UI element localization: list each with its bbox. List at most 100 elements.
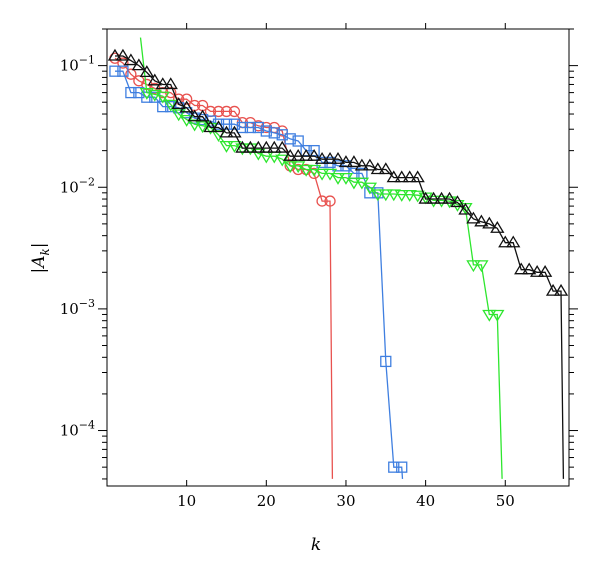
series-2 [109,65,408,479]
data-point [125,86,137,99]
tick-labels: 10 20 30 40 50 10−1 10−2 10−3 10−4 [60,54,515,510]
data-point [490,309,505,322]
data-point [388,461,400,473]
data-point [283,148,298,161]
data-point [163,77,178,90]
data-point [259,140,274,153]
data-point [220,118,233,130]
data-point [316,195,328,207]
series-3 [139,37,505,479]
data-point [514,262,529,275]
data-point [362,158,378,171]
data-point [125,68,137,80]
data-point [346,177,362,190]
data-point [123,53,139,66]
y-tick-label: 10−2 [60,175,95,196]
series-1 [109,52,336,479]
data-point [370,162,385,175]
data-point [474,260,489,273]
data-point [227,125,242,138]
data-point [195,109,210,122]
data-point [147,89,162,102]
data-point [203,120,218,133]
data-point [498,235,513,248]
data-point [139,87,154,100]
data-point [396,461,408,473]
data-point [252,121,264,134]
data-point [203,122,218,135]
data-point [219,140,234,153]
data-point [362,182,378,195]
data-point [243,140,258,153]
data-point [107,48,123,61]
data-point [147,73,162,86]
data-point [394,170,409,183]
data-point [163,99,178,112]
y-tick-label: 10−3 [60,297,95,318]
data-point [466,211,481,224]
data-point [179,100,194,113]
data-point [292,135,304,147]
data-point [434,191,449,204]
data-point [244,121,257,134]
data-point [322,151,338,164]
x-axis-label: k [311,535,321,555]
data-point [324,195,336,207]
data-point [506,235,521,248]
data-point [195,121,210,134]
plot-frame [106,28,570,487]
x-tick-label: 50 [496,492,515,510]
data-point [211,120,226,133]
data-point [386,170,401,183]
data-point [117,65,129,77]
data-point [474,214,489,227]
data-point [450,195,465,208]
data-point [236,121,249,134]
data-point [458,202,473,215]
x-tick-label: 20 [257,492,276,510]
data-point [155,77,170,90]
series-layer [107,37,569,479]
series-line [139,37,503,479]
data-point [298,164,314,177]
y-tick-label: 10−4 [60,419,95,440]
x-tick-label: 10 [177,492,196,510]
data-point [267,140,282,153]
data-point [117,57,129,69]
data-point [370,189,385,202]
data-point [490,221,505,233]
data-point [251,140,266,153]
x-tick-label: 30 [336,492,355,510]
data-point [338,155,354,168]
data-point [354,158,370,171]
data-point [298,148,314,161]
data-point [402,170,417,183]
data-point [219,125,234,138]
data-point [545,283,561,296]
data-point [276,129,288,141]
data-point [378,189,393,202]
axis-ticks [98,23,578,486]
data-point [386,189,401,202]
data-point [394,189,409,202]
data-point [171,97,186,110]
data-point [314,151,330,164]
data-point [115,48,131,61]
data-point [260,125,272,137]
data-point [482,309,497,322]
data-point [228,118,241,130]
data-point [275,140,290,153]
data-point [466,260,481,273]
data-point [228,105,241,118]
data-point [482,216,497,229]
data-point [306,148,322,161]
data-point [426,191,441,204]
data-point [378,162,393,175]
y-tick-label: 10−1 [60,54,95,75]
data-point [291,148,306,161]
data-point [330,151,346,164]
data-point [212,118,225,130]
data-point [346,155,362,168]
data-point [537,265,553,277]
